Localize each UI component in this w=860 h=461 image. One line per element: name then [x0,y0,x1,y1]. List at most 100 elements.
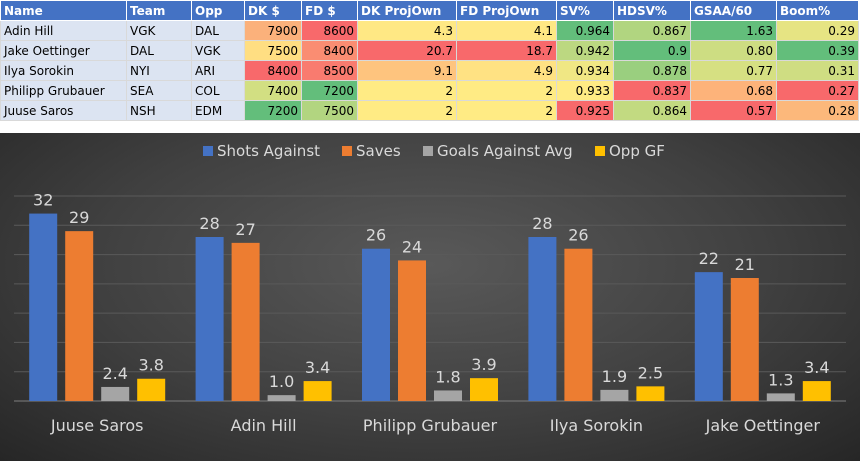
data-label: 2.4 [102,364,127,383]
column-header: Name [0,0,127,21]
category-label: Juuse Saros [50,416,144,435]
table-cell: 2 [357,80,457,101]
legend-label: Shots Against [217,142,320,160]
category-label: Ilya Sorokin [550,416,643,435]
legend-label: Saves [356,142,401,160]
bar [802,381,831,401]
data-label: 1.0 [269,372,294,391]
table-cell: 0.29 [776,20,859,41]
data-label: 1.9 [602,367,627,386]
table-cell: 0.27 [776,80,859,101]
table-row: Ilya Sorokin NYI ARI 8400 8500 9.1 4.9 0.934 0.8… [0,60,859,81]
table-cell: COL [191,80,245,101]
data-label: 26 [568,226,588,245]
table-cell: 0.964 [556,20,614,41]
column-header: FD $ [301,0,358,21]
column-header: SV% [556,0,614,21]
table-cell: 0.867 [613,20,691,41]
table-cell: 0.28 [776,100,859,121]
table-cell: 2 [456,80,557,101]
table-cell: 0.57 [690,100,777,121]
legend-label: Goals Against Avg [437,142,573,160]
table-cell: 9.1 [357,60,457,81]
table-cell: 0.68 [690,80,777,101]
column-header: DK ProjOwn [357,0,457,21]
data-label: 3.8 [138,356,163,375]
table-cell: 8400 [301,40,358,61]
bar [65,231,94,401]
table-cell: 20.7 [357,40,457,61]
table-cell: 0.77 [690,60,777,81]
table-cell: NYI [126,60,192,81]
bar [730,278,759,401]
table-cell: 7900 [244,20,302,41]
table-cell: 4.9 [456,60,557,81]
data-label: 24 [402,237,422,256]
column-header: Team [126,0,192,21]
legend-label: Opp GF [609,142,665,160]
table-row: Jake Oettinger DAL VGK 7500 8400 20.7 18.7 0.94… [0,40,859,61]
data-label: 3.9 [471,355,496,374]
bar [267,395,296,401]
table-cell: 8600 [301,20,358,41]
goalie-name-cell: Juuse Saros [0,100,127,121]
column-header: Opp [191,0,245,21]
bar [694,272,723,401]
bar [137,378,166,401]
data-label: 28 [532,214,552,233]
goalie-name-cell: Philipp Grubauer [0,80,127,101]
table-cell: 8500 [301,60,358,81]
column-header: HDSV% [613,0,691,21]
table-cell: 0.9 [613,40,691,61]
column-header: GSAA/60 [690,0,777,21]
data-label: 29 [69,208,89,227]
table-cell: 0.837 [613,80,691,101]
data-label: 1.8 [435,367,460,386]
table-cell: 7200 [244,100,302,121]
bar [195,237,224,401]
table-row: Philipp Grubauer SEA COL 7400 7200 2 2 0.933 0.8… [0,80,859,101]
goalie-name-cell: Jake Oettinger [0,40,127,61]
table-cell: 2 [357,100,457,121]
table-cell: DAL [126,40,192,61]
category-label: Jake Oettinger [705,416,821,435]
table-cell: VGK [126,20,192,41]
column-header: FD ProjOwn [456,0,557,21]
legend-swatch [595,146,605,156]
table-cell: NSH [126,100,192,121]
table-cell: 7200 [301,80,358,101]
bar [398,260,426,401]
data-label: 3.4 [305,358,330,377]
table-cell: 0.925 [556,100,614,121]
table-cell: 7400 [244,80,302,101]
data-label: 3.4 [804,358,829,377]
bar [564,248,593,401]
table-cell: DAL [191,20,245,41]
table-cell: 1.63 [690,20,777,41]
table-cell: 0.934 [556,60,614,81]
bar [231,242,260,401]
table-cell: 0.31 [776,60,859,81]
bar [600,389,629,401]
goalie-stats-table: Name Team Opp DK $ FD $ DK ProjOwn FD ProjOwn S… [0,0,859,121]
table-cell: ARI [191,60,245,81]
table-cell: 0.933 [556,80,614,101]
table-cell: 4.3 [357,20,457,41]
bar [101,386,130,401]
table-cell: 0.864 [613,100,691,121]
table-cell: SEA [126,80,192,101]
bar [362,248,390,401]
bar [636,386,665,401]
bar [29,213,58,401]
goalie-name-cell: Ilya Sorokin [0,60,127,81]
table-cell: 0.39 [776,40,859,61]
table-cell: 0.942 [556,40,614,61]
legend-swatch [423,146,433,156]
bar [528,237,557,401]
category-label: Adin Hill [231,416,297,435]
bar [766,393,795,401]
data-label: 21 [735,255,755,274]
table-row: Juuse Saros NSH EDM 7200 7500 2 2 0.925 0.864 0.5… [0,100,859,121]
data-label: 2.5 [638,363,663,382]
data-label: 26 [366,226,386,245]
